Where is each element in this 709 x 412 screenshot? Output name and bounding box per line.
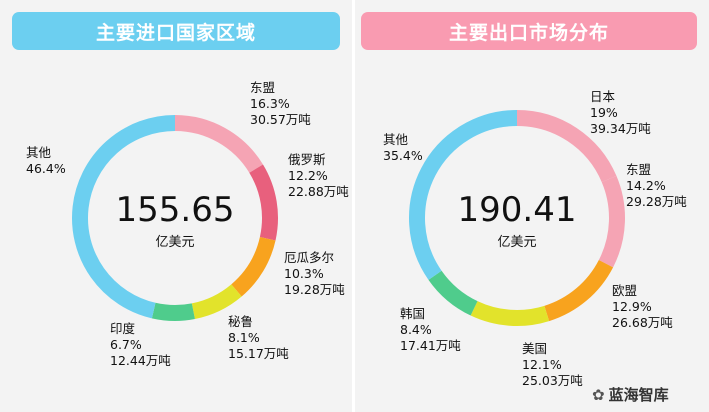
label-0-2-name: 厄瓜多尔 <box>284 250 334 265</box>
label-0-1-name: 俄罗斯 <box>288 152 326 167</box>
label-1-4-amount: 17.41万吨 <box>400 338 461 353</box>
import-panel: 主要进口国家区域 <box>0 0 352 412</box>
label-0-4-share_label: 6.7% <box>110 337 142 352</box>
label-0-1-amount: 22.88万吨 <box>288 184 349 199</box>
label-1-5-share_label: 35.4% <box>383 148 423 163</box>
watermark: ✿ 蓝海智库 <box>592 384 669 405</box>
segment-1-4 <box>428 270 478 316</box>
label-0-0-share_label: 16.3% <box>250 96 290 111</box>
label-1-4-name: 韩国 <box>400 306 425 321</box>
import-panel-title: 主要进口国家区域 <box>12 12 340 50</box>
label-1-0-share_label: 19% <box>590 105 618 120</box>
label-0-1-share_label: 12.2% <box>288 168 328 183</box>
segment-0-4 <box>151 302 195 321</box>
center-unit-0: 亿美元 <box>155 235 194 250</box>
label-0-5-name: 其他 <box>26 145 52 160</box>
label-1-0-name: 日本 <box>590 89 616 104</box>
export-panel: 主要出口市场分布 <box>355 0 709 412</box>
segment-1-1 <box>598 175 625 268</box>
label-0-4-amount: 12.44万吨 <box>110 353 171 368</box>
watermark-text: 蓝海智库 <box>608 386 669 404</box>
label-1-5-name: 其他 <box>383 132 409 147</box>
label-1-1-share_label: 14.2% <box>626 178 666 193</box>
segment-0-5 <box>72 115 176 319</box>
label-1-3-name: 美国 <box>522 341 547 356</box>
label-1-1-amount: 29.28万吨 <box>626 194 687 209</box>
center-unit-1: 亿美元 <box>497 235 536 250</box>
segment-0-1 <box>249 164 278 241</box>
segment-1-5 <box>409 110 518 280</box>
label-0-5-share_label: 46.4% <box>26 161 66 176</box>
label-1-4-share_label: 8.4% <box>400 322 432 337</box>
segment-0-3 <box>191 284 242 320</box>
segment-1-0 <box>516 110 617 183</box>
export-panel-title: 主要出口市场分布 <box>361 12 697 50</box>
label-0-3-name: 秘鲁 <box>228 314 253 329</box>
label-1-2-name: 欧盟 <box>612 283 637 298</box>
label-0-2-share_label: 10.3% <box>284 266 324 281</box>
label-1-2-amount: 26.68万吨 <box>612 315 673 330</box>
label-0-2-amount: 19.28万吨 <box>284 282 345 297</box>
label-1-2-share_label: 12.9% <box>612 299 652 314</box>
label-1-3-share_label: 12.1% <box>522 357 562 372</box>
center-value-1: 190.41 <box>458 190 577 230</box>
label-1-3-amount: 25.03万吨 <box>522 373 583 388</box>
segment-1-2 <box>544 259 614 322</box>
segment-1-3 <box>470 300 550 326</box>
segment-0-2 <box>231 236 276 297</box>
label-1-0-amount: 39.34万吨 <box>590 121 651 136</box>
label-0-0-name: 东盟 <box>250 80 275 95</box>
label-0-3-share_label: 8.1% <box>228 330 260 345</box>
label-1-1-name: 东盟 <box>626 162 651 177</box>
label-0-0-amount: 30.57万吨 <box>250 112 311 127</box>
label-0-3-amount: 15.17万吨 <box>228 346 289 361</box>
segment-0-0 <box>174 115 263 173</box>
wechat-icon: ✿ <box>592 385 605 404</box>
label-0-4-name: 印度 <box>110 321 136 336</box>
center-value-0: 155.65 <box>116 190 235 230</box>
